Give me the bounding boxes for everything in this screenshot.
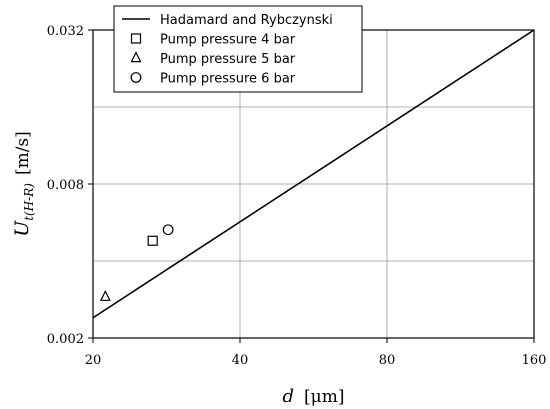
y-axis-label: Ut(H-R) [m/s] — [11, 131, 36, 237]
legend-entry-label: Pump pressure 4 bar — [160, 33, 296, 48]
legend-square-symbol — [130, 33, 142, 44]
x-axis-title: d [μm] — [283, 386, 345, 407]
legend-entry-label: Pump pressure 5 bar — [160, 52, 296, 67]
y-axis-title: Ut(H-R) [m/s] — [11, 131, 36, 237]
x-axis-unit: [μm] — [304, 387, 344, 407]
x-ticks: 20 40 80 160 — [85, 338, 547, 368]
y-axis-unit: [m/s] — [13, 131, 33, 175]
x-axis-label: d [μm] — [283, 386, 345, 407]
legend-circle-symbol — [130, 72, 142, 83]
x-tick-label: 40 — [232, 353, 249, 368]
y-axis-subscript: t(H-R) — [22, 183, 36, 221]
x-tick-label: 80 — [379, 353, 396, 368]
data-point-triangle — [99, 289, 111, 301]
legend-entry-label: Hadamard and Rybczynski — [160, 13, 333, 28]
hadamard-rybczynski-line — [92, 29, 535, 319]
x-axis-symbol: d — [283, 386, 295, 407]
y-ticks: 0.002 0.008 0.032 — [47, 24, 93, 347]
data-point-circle — [162, 224, 174, 236]
legend-triangle-symbol — [130, 51, 142, 63]
y-tick-label: 0.032 — [47, 24, 84, 39]
legend-entry-label: Pump pressure 6 bar — [160, 72, 296, 87]
series-layer — [92, 29, 535, 319]
legend: Hadamard and Rybczynski Pump pressure 4 b… — [113, 5, 363, 93]
x-tick-label: 20 — [85, 353, 102, 368]
y-tick-label: 0.002 — [47, 332, 84, 347]
y-axis-symbol: U — [11, 220, 33, 237]
x-tick-label: 160 — [522, 353, 547, 368]
data-point-square — [147, 235, 158, 246]
legend-box — [113, 5, 363, 93]
y-tick-label: 0.008 — [47, 178, 84, 193]
